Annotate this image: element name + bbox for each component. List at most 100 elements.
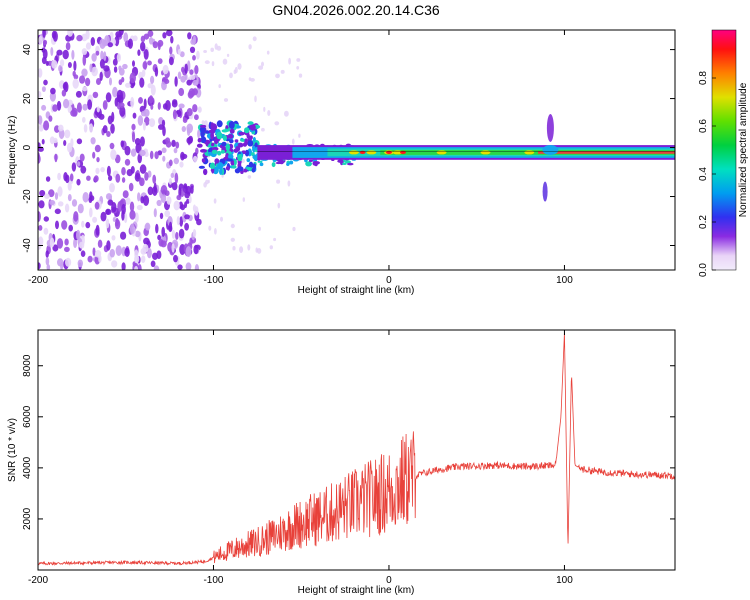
noise-blob [127, 38, 133, 49]
noise-blob [137, 49, 141, 56]
noise-blob [43, 227, 49, 235]
noise-blob [131, 123, 136, 131]
noise-blob [68, 224, 73, 232]
noise-blob [189, 237, 193, 246]
noise-blob [114, 97, 119, 107]
transition-blob [271, 162, 276, 168]
noise-blob [119, 199, 124, 206]
noise-blob [50, 87, 56, 95]
snr-y-label: SNR (10 * v/v) [7, 418, 18, 482]
noise-blob [100, 211, 107, 222]
faint-blob [296, 66, 300, 70]
faint-blob [273, 237, 277, 242]
faint-blob [247, 244, 251, 251]
cluster-blob [234, 139, 239, 143]
faint-blob [242, 197, 245, 202]
transition-blob [308, 159, 313, 162]
noise-blob [85, 30, 90, 40]
noise-blob [157, 42, 161, 51]
spike-upper [546, 114, 554, 142]
faint-blob [204, 60, 210, 65]
faint-blob [203, 50, 208, 53]
cluster-blob [246, 133, 250, 139]
faint-blob [232, 246, 236, 251]
noise-blob [129, 72, 136, 84]
noise-blob [192, 55, 196, 61]
noise-blob [138, 97, 143, 104]
cluster-blob [199, 124, 207, 128]
noise-blob [64, 238, 69, 246]
spike-core [542, 145, 559, 155]
noise-blob [142, 61, 148, 70]
noise-blob [162, 155, 166, 162]
noise-blob [171, 182, 178, 191]
noise-blob [129, 201, 135, 212]
noise-blob [120, 140, 125, 148]
noise-blob [65, 257, 72, 267]
noise-blob [38, 154, 41, 164]
noise-blob [177, 71, 182, 80]
faint-blob [274, 121, 280, 126]
cluster-blob [226, 158, 234, 162]
noise-blob [58, 64, 63, 73]
noise-blob [92, 151, 96, 159]
x-tick-label: 100 [556, 575, 573, 586]
colorbar-ticks: 0.0 0.2 0.4 0.6 0.8 [698, 71, 716, 277]
noise-blob [62, 49, 69, 60]
noise-blob [186, 108, 193, 117]
noise-blob [142, 121, 146, 131]
noise-blob [109, 248, 116, 258]
noise-blob [144, 172, 149, 181]
noise-blob [109, 77, 112, 86]
noise-blob [134, 266, 139, 270]
noise-blob [164, 210, 170, 218]
noise-blob [168, 159, 173, 167]
band-highlight [366, 150, 377, 155]
noise-blob [43, 216, 49, 222]
faint-blob [234, 66, 238, 74]
faint-blob [241, 159, 245, 163]
cluster-blob [244, 127, 250, 134]
colorbar-tick-label: 0.8 [698, 71, 709, 85]
faint-blob [276, 179, 281, 184]
noise-blob [189, 74, 196, 80]
cluster-blob [227, 154, 234, 159]
band-peak [359, 150, 366, 154]
band-peak [400, 150, 406, 154]
noise-blob [49, 237, 55, 248]
noise-blob [164, 79, 170, 84]
noise-blob [190, 39, 196, 45]
faint-blob [292, 138, 295, 145]
noise-blob [52, 244, 59, 252]
noise-blob [173, 200, 180, 211]
noise-blob [177, 48, 181, 56]
noise-blob [43, 79, 48, 86]
noise-blob [98, 113, 105, 120]
noise-blob [56, 100, 62, 111]
colorbar-tick-label: 0.4 [698, 167, 709, 181]
faint-blob [229, 72, 233, 79]
cluster-blob [216, 131, 223, 140]
faint-blob [230, 223, 235, 229]
noise-blob [90, 37, 96, 46]
noise-blob [115, 31, 122, 38]
noise-blob [67, 62, 72, 68]
noise-blob [171, 139, 176, 147]
snr-x-label: Height of straight line (km) [298, 585, 415, 596]
noise-blob [173, 147, 178, 154]
transition-blob [286, 162, 290, 166]
cluster-blob [249, 135, 253, 140]
faint-blob [220, 216, 223, 222]
noise-blob [46, 264, 51, 270]
noise-blob [98, 255, 102, 263]
cluster-blob [222, 135, 227, 141]
noise-blob [134, 172, 141, 182]
noise-blob [38, 68, 43, 78]
noise-blob [196, 50, 200, 60]
faint-blob [237, 63, 242, 70]
noise-blob [72, 70, 76, 77]
cluster-blob [246, 167, 252, 170]
noise-blob [168, 221, 173, 231]
noise-blob [96, 78, 101, 85]
noise-blob [125, 197, 131, 205]
